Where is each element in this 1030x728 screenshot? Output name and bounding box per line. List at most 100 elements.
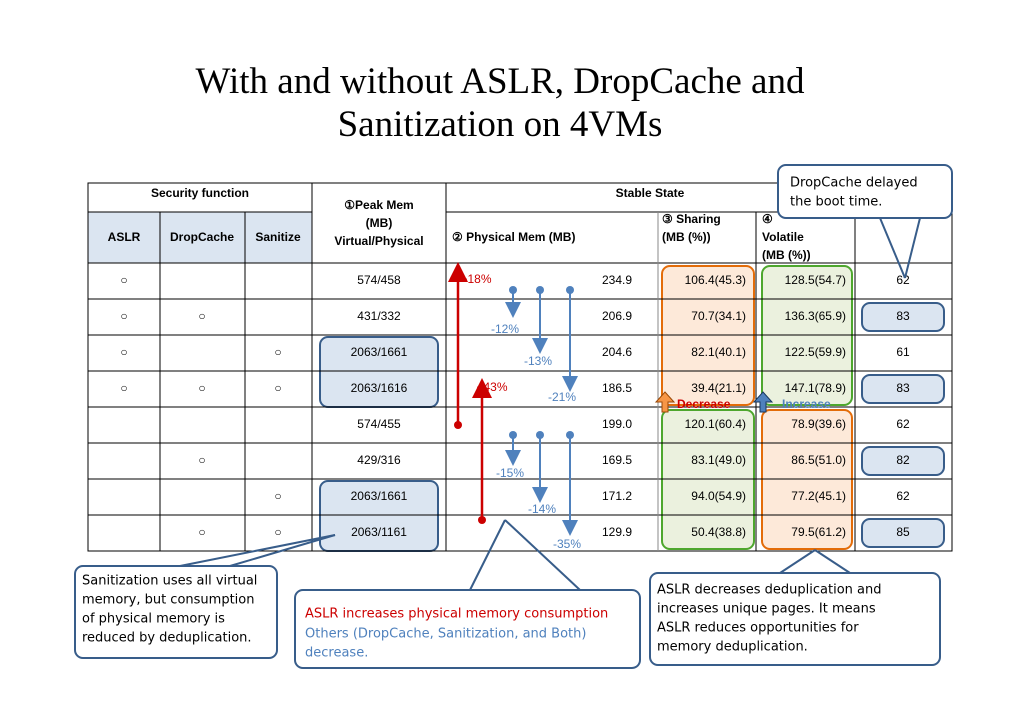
dot (478, 516, 486, 524)
callout-text: ASLR increases physical memory consumpti… (305, 607, 608, 622)
cell: 39.4(21.1) (691, 381, 746, 395)
highlight (861, 518, 945, 548)
annotation: -15% (496, 466, 524, 480)
callout-pointer (504, 519, 581, 591)
cell: 169.5 (602, 453, 632, 467)
header-text: Stable State (616, 186, 685, 200)
cell: ○ (198, 309, 205, 323)
cell: ○ (274, 525, 281, 539)
annotation: Decrease (677, 397, 731, 411)
annotation: -35% (553, 537, 581, 551)
dot (454, 421, 462, 429)
cell: 199.0 (602, 417, 632, 431)
cell: 85 (896, 525, 910, 539)
cell: 171.2 (602, 489, 632, 503)
cell: 128.5(54.7) (785, 273, 846, 287)
cell: ○ (120, 309, 127, 323)
cell: 431/332 (357, 309, 401, 323)
up-arrow (654, 391, 676, 413)
highlight (861, 302, 945, 332)
cell: 62 (896, 417, 910, 431)
callout-text: of physical memory is (82, 612, 225, 627)
cell: 2063/1616 (351, 381, 408, 395)
cell: 2063/1661 (351, 489, 408, 503)
callout-pointer (229, 534, 336, 567)
callout-text: Others (DropCache, Sanitization, and Bot… (305, 627, 586, 642)
callout-text: memory deduplication. (657, 640, 808, 655)
callout-text: memory, but consumption (82, 593, 254, 608)
up-arrow (752, 391, 774, 413)
title: With and without ASLR, DropCache and (195, 61, 805, 102)
cell: 83.1(49.0) (691, 453, 746, 467)
cell: 574/455 (357, 417, 401, 431)
annotation: +18% (460, 272, 491, 286)
callout (649, 572, 941, 666)
cell: 129.9 (602, 525, 632, 539)
callout (74, 565, 278, 659)
header-text: ASLR (108, 230, 141, 244)
cell: 62 (896, 273, 910, 287)
cell: ○ (274, 381, 281, 395)
cell: 120.1(60.4) (685, 417, 746, 431)
annotation: Increase (782, 397, 831, 411)
cell: ○ (274, 345, 281, 359)
header-text: Virtual/Physical (334, 234, 423, 248)
callout-text: decrease. (305, 646, 368, 661)
callout-pointer (779, 549, 816, 574)
header-text: Security function (151, 186, 249, 200)
cell: ○ (198, 525, 205, 539)
cell: ○ (198, 381, 205, 395)
callout-text: ASLR reduces opportunities for (657, 621, 859, 636)
annotation: -14% (528, 502, 556, 516)
callout-pointer (179, 534, 336, 567)
header-text: (MB (%)) (662, 230, 711, 244)
header-bg (88, 212, 312, 263)
annotation: -13% (524, 354, 552, 368)
cell: 62 (896, 489, 910, 503)
cell: 94.0(54.9) (691, 489, 746, 503)
cell: ○ (120, 345, 127, 359)
header-text: Volatile (762, 230, 804, 244)
cell: 429/316 (357, 453, 401, 467)
callout (294, 589, 641, 669)
cell: 83 (896, 381, 910, 395)
cell: 61 (896, 345, 910, 359)
cell: 2063/1661 (351, 345, 408, 359)
header-text: Sanitize (255, 230, 301, 244)
header-text: ③ Sharing (662, 212, 721, 226)
cell: 206.9 (602, 309, 632, 323)
header-text: (MB) (366, 216, 393, 230)
callout-pointer (814, 549, 851, 574)
annotation: -21% (548, 390, 576, 404)
cell: 136.3(65.9) (785, 309, 846, 323)
callout-pointer (879, 217, 906, 279)
callout-text: the boot time. (790, 195, 882, 210)
header-text: ② Physical Mem (MB) (452, 230, 575, 244)
header-text: ①Peak Mem (344, 198, 413, 212)
callout-text: ASLR decreases deduplication and (657, 583, 881, 598)
cell: 147.1(78.9) (785, 381, 846, 395)
title: Sanitization on 4VMs (337, 104, 663, 145)
cell: 82.1(40.1) (691, 345, 746, 359)
cell: 70.7(34.1) (691, 309, 746, 323)
callout-text: reduced by deduplication. (82, 631, 252, 646)
cell: 2063/1161 (351, 525, 407, 539)
header-text: (MB (%)) (762, 248, 811, 262)
callout (777, 164, 953, 219)
cell: 204.6 (602, 345, 632, 359)
cell: 86.5(51.0) (791, 453, 846, 467)
annotation: -12% (491, 322, 519, 336)
cell: 122.5(59.9) (785, 345, 846, 359)
cell: 82 (896, 453, 910, 467)
header-text: ④ (762, 212, 773, 226)
callout-pointer (904, 217, 921, 279)
cell: 50.4(38.8) (691, 525, 746, 539)
cell: ○ (120, 273, 127, 287)
cell: 78.9(39.6) (791, 417, 846, 431)
cell: ○ (120, 381, 127, 395)
cell: 77.2(45.1) (791, 489, 846, 503)
highlight (861, 374, 945, 404)
cell: 234.9 (602, 273, 632, 287)
